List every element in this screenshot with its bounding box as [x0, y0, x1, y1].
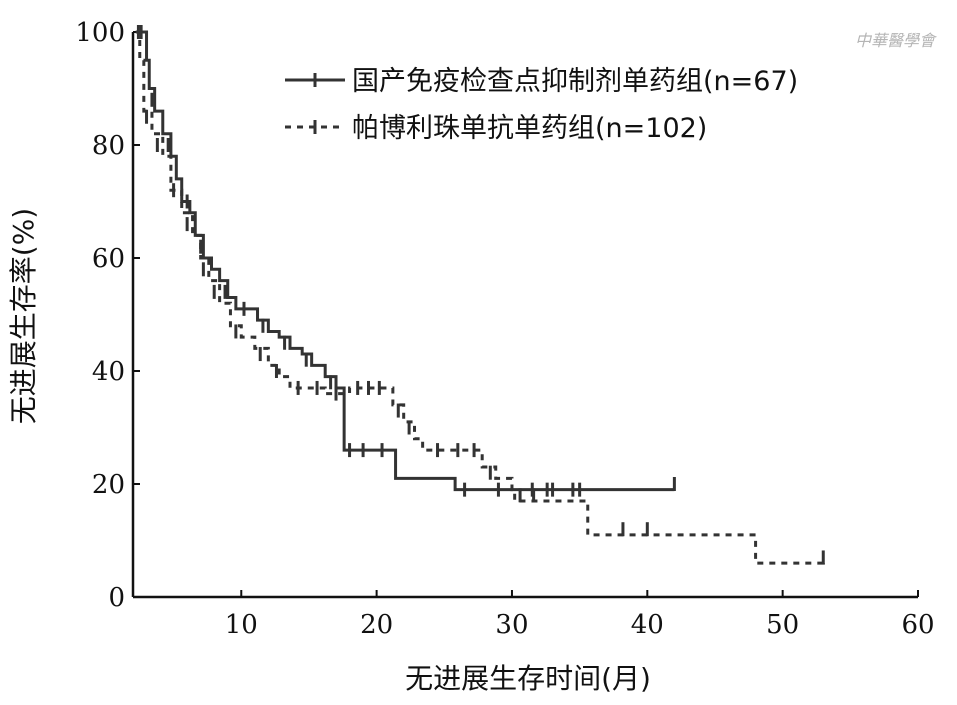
y-tick-label: 60 [92, 244, 125, 274]
x-tick-label: 30 [495, 610, 528, 640]
legend-label-2: 帕博利珠单抗单药组(n=102) [352, 113, 707, 144]
watermark-seal: 中華醫學會 [855, 31, 937, 50]
legend: 国产免疫检查点抑制剂单药组(n=67) 帕博利珠单抗单药组(n=102) [285, 66, 798, 144]
series-layer [135, 25, 825, 565]
y-tick-label: 80 [92, 131, 125, 161]
y-axis-title: 无进展生存率(%) [7, 208, 40, 424]
series-1 [137, 25, 676, 497]
legend-label-1: 国产免疫检查点抑制剂单药组(n=67) [352, 66, 798, 97]
y-tick-label: 40 [92, 357, 125, 387]
series-2 [135, 25, 825, 565]
x-tick-label: 40 [631, 610, 664, 640]
y-tick-label: 0 [108, 583, 125, 613]
x-tick-label: 20 [360, 610, 393, 640]
y-tick-label: 100 [75, 18, 125, 48]
series-2-curve [135, 30, 825, 565]
x-axis-title: 无进展生存时间(月) [405, 662, 651, 695]
x-tick-label: 10 [225, 610, 258, 640]
y-tick-label: 20 [92, 470, 125, 500]
x-tick-label: 50 [766, 610, 799, 640]
axes: 0 20 40 60 80 100 10 20 30 40 50 60 [75, 18, 934, 640]
series-1-curve [137, 30, 675, 492]
x-tick-label: 60 [901, 610, 934, 640]
